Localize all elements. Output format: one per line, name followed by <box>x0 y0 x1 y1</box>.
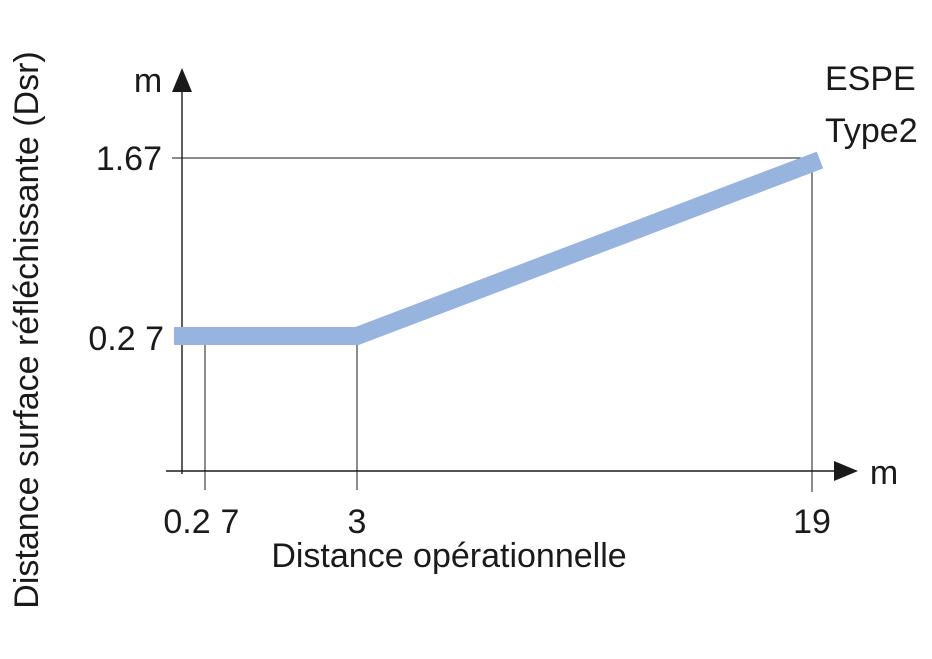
y-tick-label-1-67: 1.67 <box>96 140 162 178</box>
x-tick-label-19: 19 <box>793 503 831 541</box>
x-tick-label-7: 7 <box>221 503 240 541</box>
x-axis-title: Distance opérationnelle <box>271 537 626 575</box>
y-tick-label-0-27: 0.2 7 <box>88 320 164 358</box>
y-unit-label: m <box>134 62 162 100</box>
x-unit-label: m <box>870 454 898 492</box>
x-axis-arrow-icon <box>834 461 858 481</box>
y-axis-title: Distance surface réfléchissante (Dsr) <box>8 51 46 608</box>
x-tick-label-0-2: 0.2 <box>163 503 210 541</box>
series-label-line-2: Type2 <box>825 112 918 150</box>
series-line-espe-type2 <box>174 151 824 345</box>
y-axis-arrow-icon <box>172 68 192 92</box>
series-label-line-1: ESPE <box>825 60 916 98</box>
x-tick-label-3: 3 <box>348 503 367 541</box>
